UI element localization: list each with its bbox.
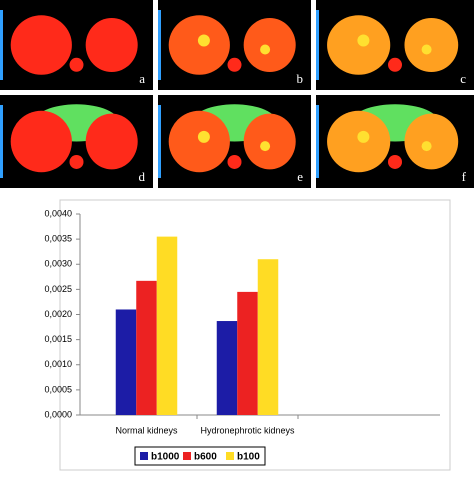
bar — [237, 291, 258, 415]
kidney — [85, 113, 138, 170]
y-tick-label: 0,0020 — [44, 309, 72, 319]
spot — [421, 44, 432, 55]
y-tick-label: 0,0035 — [44, 234, 72, 244]
color-scale — [158, 10, 161, 80]
y-tick-label: 0,0015 — [44, 334, 72, 344]
color-scale — [0, 10, 3, 80]
spot — [357, 34, 370, 47]
legend-swatch — [183, 452, 191, 460]
vessel — [227, 154, 242, 169]
y-tick-label: 0,0040 — [44, 208, 72, 218]
legend-label: b600 — [194, 452, 217, 463]
color-scale — [158, 105, 161, 178]
panel-label: b — [297, 71, 304, 86]
bar — [156, 236, 178, 415]
kidney — [327, 110, 391, 173]
spot — [260, 141, 271, 152]
chart-frame — [59, 199, 451, 471]
y-tick-label: 0,0000 — [44, 409, 72, 419]
vessel — [69, 154, 84, 169]
y-tick-label: 0,0005 — [44, 384, 72, 394]
spot — [357, 130, 370, 143]
image-panels: a b c d e f — [0, 0, 474, 188]
bar — [136, 280, 157, 415]
kidney — [85, 18, 138, 72]
kidney — [10, 15, 72, 75]
vessel — [388, 154, 402, 169]
legend-box — [134, 446, 266, 466]
vessel — [227, 57, 242, 72]
bar — [216, 321, 238, 415]
panel-label: a — [139, 71, 145, 86]
color-scale — [316, 105, 319, 178]
kidney — [243, 113, 296, 170]
kidney — [10, 110, 72, 173]
kidney — [243, 18, 296, 72]
bar — [257, 259, 279, 415]
y-tick-label: 0,0010 — [44, 359, 72, 369]
spot — [197, 130, 210, 143]
bar — [115, 309, 137, 415]
color-scale — [0, 105, 3, 178]
vessel — [388, 57, 402, 72]
x-tick-label: Hydronephrotic kidneys — [200, 425, 295, 435]
y-tick-label: 0,0025 — [44, 284, 72, 294]
legend-swatch — [226, 452, 234, 460]
panel-label: c — [460, 71, 466, 86]
legend-swatch — [140, 452, 148, 460]
kidney — [327, 15, 391, 75]
spot — [260, 44, 271, 55]
vessel — [69, 57, 84, 72]
kidney — [404, 113, 459, 170]
kidney — [168, 110, 230, 173]
panel-label: f — [462, 169, 467, 184]
panel-label: e — [297, 169, 303, 184]
spot — [421, 141, 432, 152]
kidney — [404, 18, 459, 72]
panel-label: d — [139, 169, 146, 184]
y-tick-label: 0,0030 — [44, 259, 72, 269]
legend-label: b1000 — [151, 452, 180, 463]
spot — [197, 34, 210, 47]
color-scale — [316, 10, 319, 80]
x-tick-label: Normal kidneys — [115, 425, 178, 435]
legend-label: b100 — [237, 452, 260, 463]
kidney — [168, 15, 230, 75]
